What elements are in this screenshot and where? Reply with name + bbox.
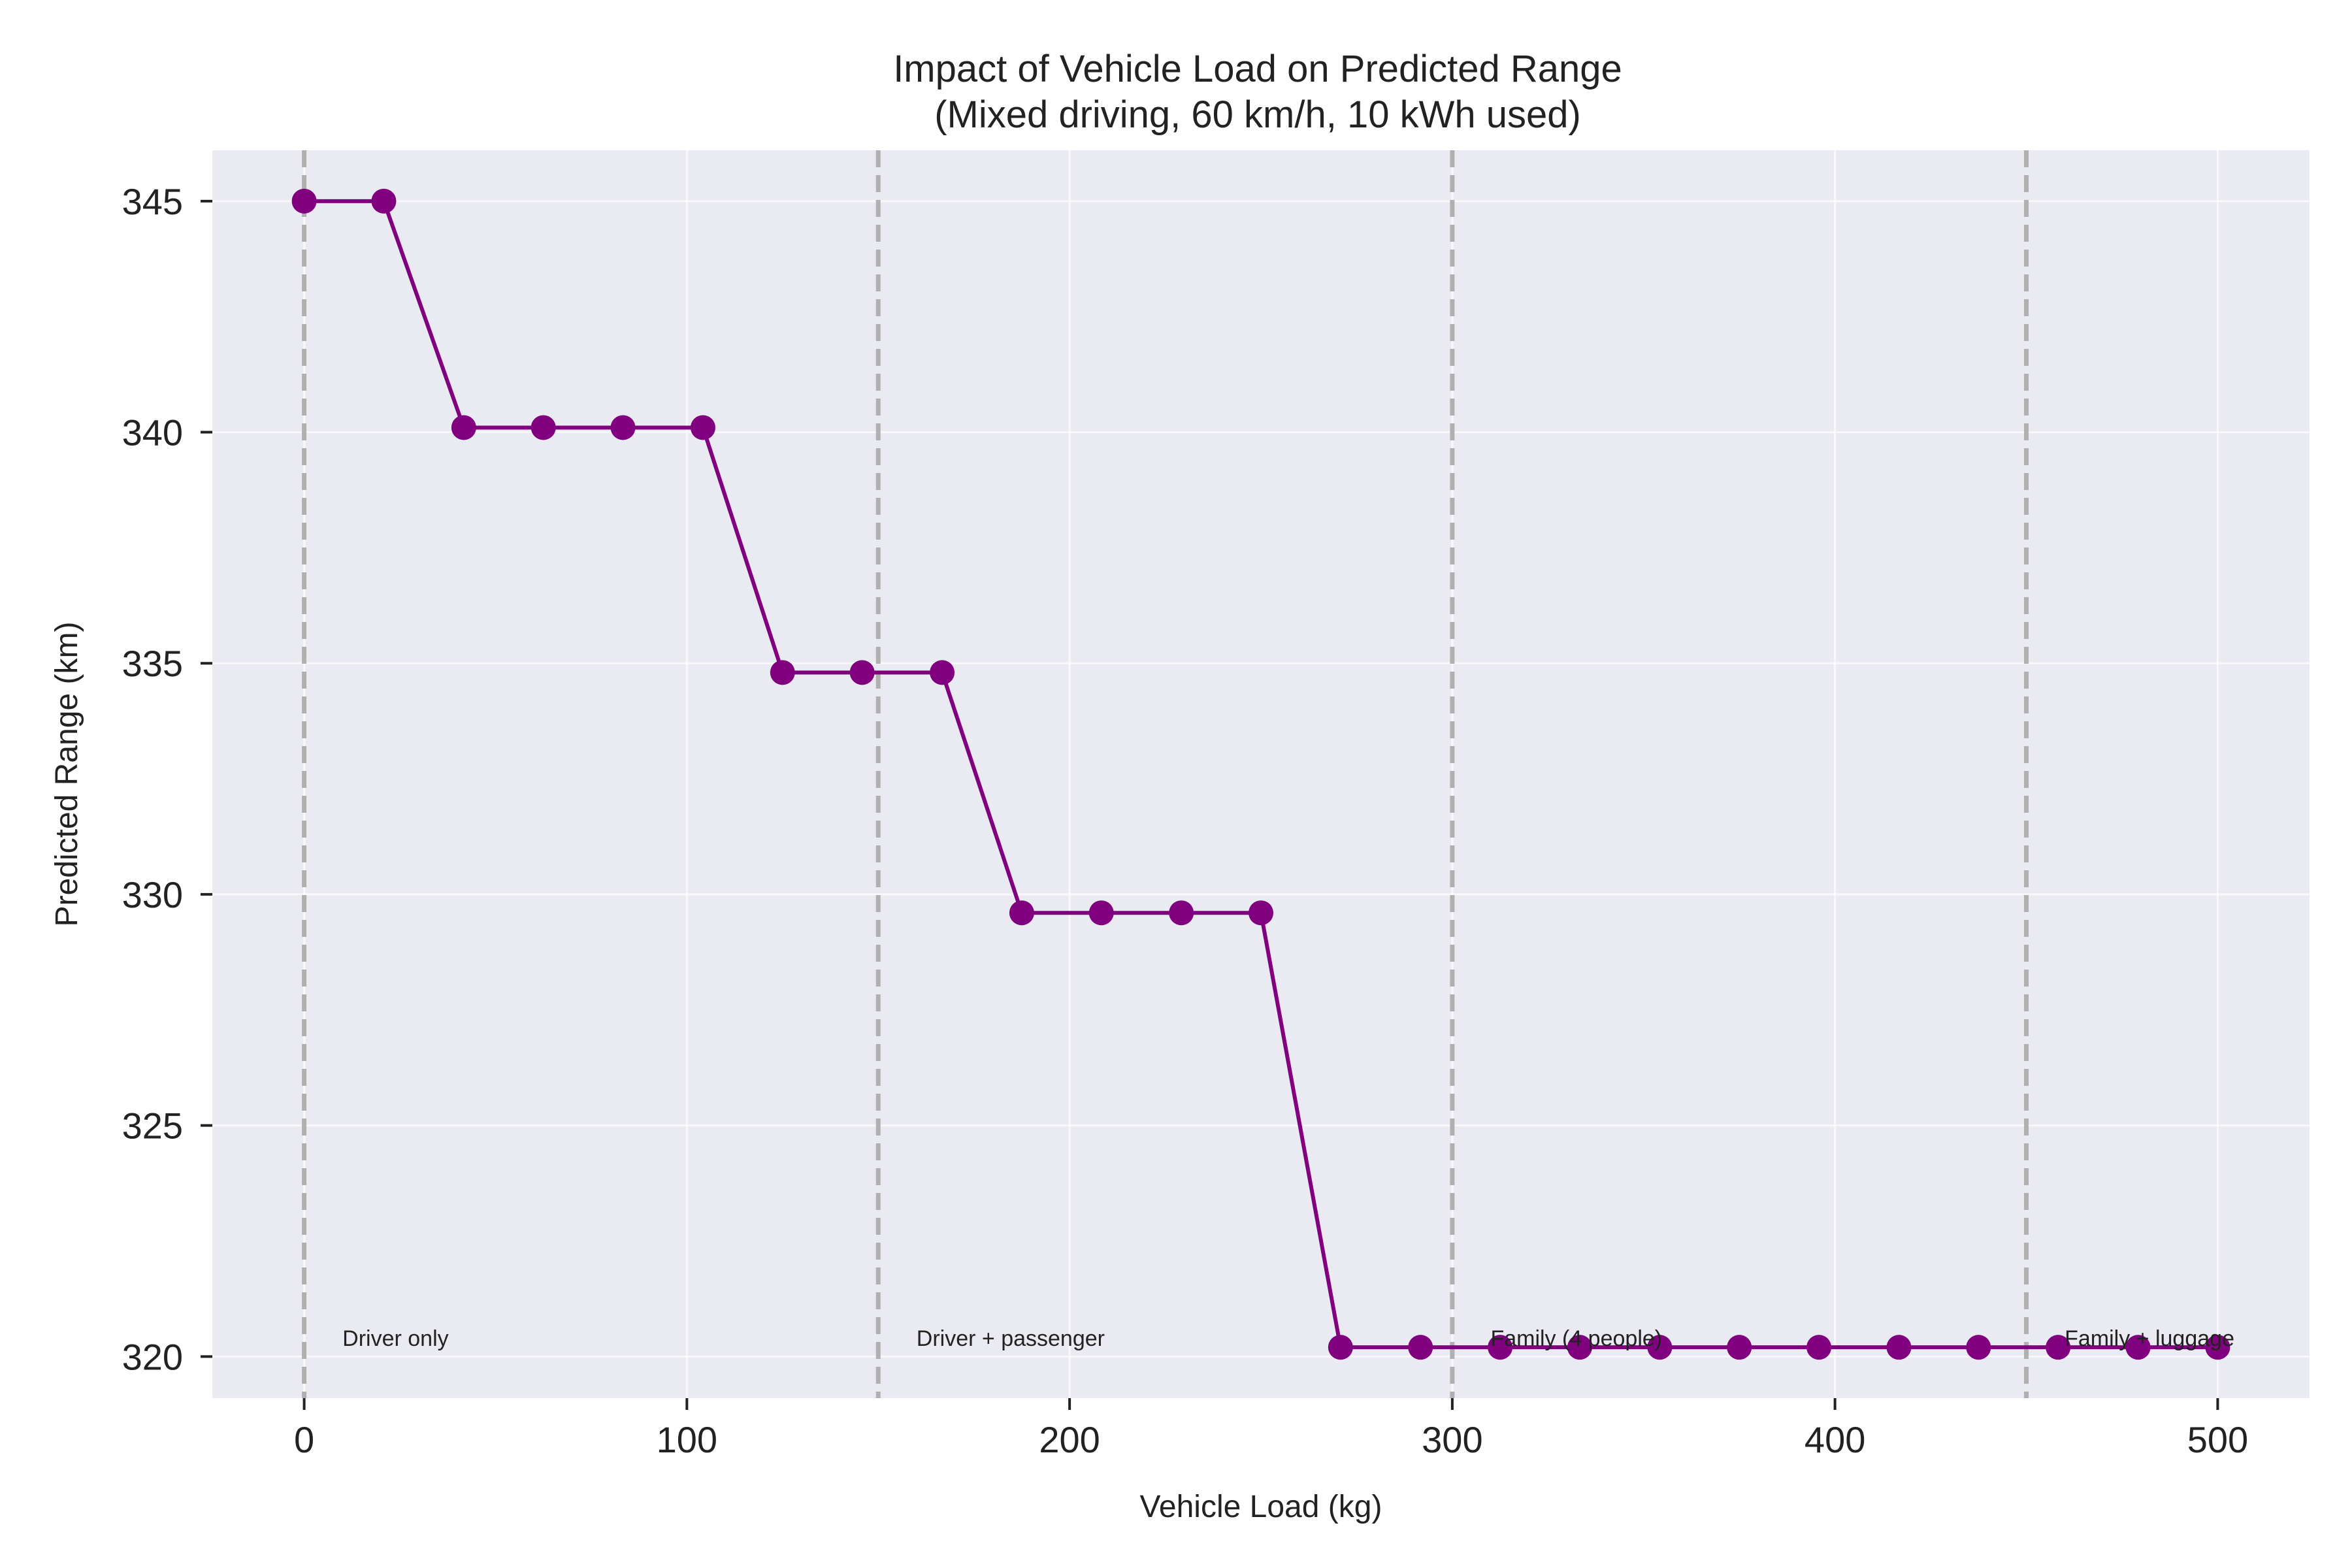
x-tick-label: 100 — [657, 1419, 717, 1460]
reference-label: Family + luggage — [2065, 1326, 2234, 1351]
data-point — [1567, 1335, 1592, 1360]
data-point — [690, 415, 715, 440]
data-point — [930, 660, 955, 685]
data-point — [770, 660, 795, 685]
x-axis-label: Vehicle Load (kg) — [1140, 1490, 1382, 1524]
x-tick-label: 400 — [1805, 1419, 1865, 1460]
data-point — [2125, 1335, 2151, 1360]
data-point — [849, 660, 875, 685]
data-point — [1806, 1335, 1832, 1360]
data-point — [1009, 900, 1034, 926]
data-point — [1488, 1335, 1513, 1360]
grid-lines — [212, 150, 2310, 1398]
y-tick-label: 345 — [122, 181, 183, 222]
plot-area — [212, 150, 2310, 1398]
data-point — [2205, 1335, 2230, 1360]
data-point — [610, 415, 636, 440]
x-tick-label: 200 — [1039, 1419, 1100, 1460]
data-point — [1408, 1335, 1433, 1360]
y-tick-label: 325 — [122, 1105, 183, 1147]
data-point — [1727, 1335, 1752, 1360]
reference-label: Family (4 people) — [1490, 1326, 1662, 1351]
data-point — [1249, 900, 1273, 926]
data-point — [451, 415, 476, 440]
y-tick-label: 340 — [122, 412, 183, 453]
data-point — [1169, 900, 1194, 926]
reference-annotations: Driver only Driver + passenger Family (4 p… — [342, 1326, 2234, 1351]
data-point — [1647, 1335, 1673, 1360]
x-tick-label: 500 — [2187, 1419, 2248, 1460]
data-point — [371, 188, 397, 214]
reference-label: Driver + passenger — [917, 1326, 1105, 1351]
x-tick-label: 0 — [294, 1419, 314, 1460]
data-point — [1088, 900, 1114, 926]
data-point — [1886, 1335, 1912, 1360]
y-axis-label: Predicted Range (km) — [50, 622, 84, 927]
x-tick-label: 300 — [1422, 1419, 1482, 1460]
chart-subtitle: (Mixed driving, 60 km/h, 10 kWh used) — [934, 93, 1581, 136]
reference-label: Driver only — [342, 1326, 448, 1351]
reference-lines — [302, 150, 2029, 1398]
y-tick-label: 335 — [122, 643, 183, 684]
x-axis-ticks: 0 100 200 300 400 500 — [294, 1398, 2248, 1460]
data-point — [1328, 1335, 1353, 1360]
chart-title: Impact of Vehicle Load on Predicted Rang… — [893, 48, 1622, 90]
data-point — [1966, 1335, 1991, 1360]
y-axis-ticks: 320 325 330 335 340 345 — [122, 181, 212, 1377]
y-tick-label: 320 — [122, 1336, 183, 1377]
data-series — [291, 188, 2230, 1360]
data-point — [291, 188, 317, 214]
y-tick-label: 330 — [122, 874, 183, 915]
data-point — [531, 415, 556, 440]
data-point — [2046, 1335, 2071, 1360]
